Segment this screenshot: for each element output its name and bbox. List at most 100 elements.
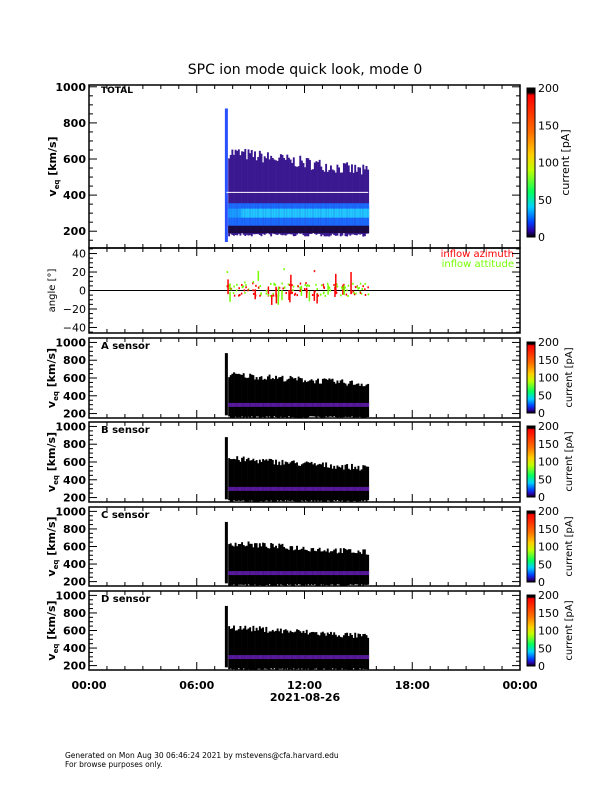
data-column — [291, 460, 294, 501]
core-band — [333, 486, 336, 491]
spike-column — [224, 521, 228, 584]
attitude-point — [308, 291, 311, 302]
data-column — [257, 547, 260, 586]
data-column — [305, 461, 308, 501]
data-column — [265, 626, 268, 669]
core-band — [247, 486, 250, 491]
core-band — [233, 571, 235, 576]
data-column — [292, 550, 295, 586]
low-band — [315, 225, 318, 234]
y-tick-label: 600 — [63, 153, 86, 166]
panel-label: TOTAL — [101, 86, 133, 96]
data-column — [304, 462, 307, 501]
core-band — [320, 655, 323, 660]
core-peak — [304, 208, 307, 218]
core-band — [338, 402, 340, 407]
data-column — [260, 153, 263, 237]
y-tick-label: 800 — [63, 354, 86, 367]
data-column — [262, 458, 265, 502]
low-band — [257, 225, 260, 234]
core-band — [289, 571, 292, 576]
data-column — [300, 548, 303, 586]
low-band — [349, 225, 352, 234]
x-tick-label: 06:00 — [179, 679, 214, 692]
core-band — [300, 486, 303, 491]
azimuth-point — [255, 284, 257, 287]
core-band — [270, 402, 273, 407]
core-peak — [344, 208, 347, 218]
attitude-point — [315, 283, 317, 286]
low-band — [320, 225, 323, 234]
data-column — [299, 155, 302, 234]
core-band — [291, 571, 294, 576]
data-column — [310, 169, 313, 234]
core-band — [271, 655, 274, 660]
data-column — [239, 461, 242, 501]
core-band — [236, 571, 239, 576]
low-band — [252, 225, 255, 234]
data-column — [279, 465, 282, 501]
data-column — [363, 633, 366, 670]
core-band — [244, 402, 247, 407]
data-column — [262, 162, 265, 235]
attitude-point — [324, 294, 327, 297]
core-band — [286, 655, 289, 660]
data-column — [317, 162, 319, 234]
core-peak — [317, 208, 319, 218]
azimuth-point — [291, 291, 294, 294]
core-band — [255, 655, 258, 660]
core-band — [258, 486, 261, 491]
core-band — [231, 655, 234, 660]
core-band — [258, 571, 261, 576]
core-band — [304, 571, 307, 576]
core-peak — [359, 208, 362, 218]
data-column — [363, 169, 366, 237]
low-band — [355, 225, 358, 234]
data-column — [241, 542, 244, 585]
azimuth-point — [359, 291, 362, 294]
core-band — [281, 571, 284, 576]
data-column — [307, 462, 310, 502]
core-band — [355, 571, 358, 576]
data-column — [263, 378, 266, 418]
core-peak — [352, 208, 355, 218]
data-column — [362, 164, 365, 237]
core-band — [302, 655, 305, 660]
data-column — [313, 550, 316, 585]
data-column — [283, 464, 286, 502]
low-band — [346, 225, 349, 234]
core-band — [328, 402, 331, 407]
attitude-point — [252, 280, 255, 283]
data-column — [339, 548, 342, 586]
attitude-point — [306, 284, 309, 287]
data-column — [289, 546, 292, 585]
core-band — [359, 402, 362, 407]
core-band — [338, 486, 340, 491]
panel-A: 200 400 600 800 1000 A sensor veq [km/s] 0 50 100… — [45, 336, 575, 421]
data-column — [296, 545, 298, 586]
core-peak — [234, 208, 237, 218]
azimuth-point — [342, 284, 344, 295]
core-band — [297, 486, 300, 491]
low-band — [304, 225, 307, 234]
core-band — [286, 486, 289, 491]
data-column — [367, 466, 370, 501]
core-band — [342, 571, 345, 576]
data-column — [341, 465, 344, 501]
low-band — [262, 225, 265, 234]
low-band — [342, 225, 345, 234]
core-band — [278, 655, 281, 660]
low-band — [333, 225, 336, 234]
low-band — [331, 225, 334, 234]
low-band — [302, 225, 305, 234]
data-column — [354, 632, 357, 670]
colorbar-tick-label: 0 — [538, 231, 545, 244]
data-column — [245, 159, 248, 235]
data-column — [228, 158, 231, 237]
attitude-point — [229, 285, 231, 288]
data-column — [352, 637, 355, 669]
core-peak — [360, 208, 363, 218]
core-band — [296, 402, 298, 407]
data-column — [233, 625, 235, 670]
data-column — [258, 150, 261, 236]
